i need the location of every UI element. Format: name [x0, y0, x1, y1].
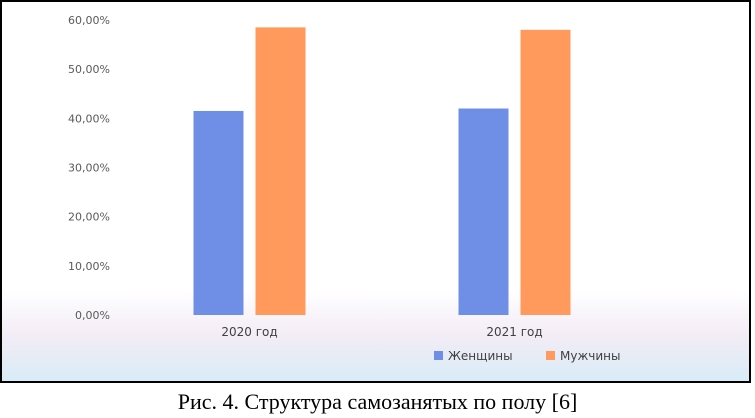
bar-2-1: [255, 27, 306, 315]
y-tick-label: 0,00%: [75, 309, 110, 322]
legend-label-1: Женщины: [448, 349, 513, 363]
y-tick-label: 40,00%: [68, 112, 110, 125]
legend-label-2: Мужчины: [560, 349, 620, 363]
y-tick-label: 10,00%: [68, 260, 110, 273]
bar-1-1: [193, 110, 244, 315]
figure-caption: Рис. 4. Структура самозанятых по полу [6…: [177, 389, 578, 414]
y-tick-label: 30,00%: [68, 162, 110, 175]
y-tick-label: 60,00%: [68, 14, 110, 27]
bar-1-2: [458, 108, 509, 315]
legend-swatch-2: [546, 351, 555, 360]
x-category-label: 2020 год: [221, 325, 277, 339]
bar-2-2: [520, 29, 571, 315]
x-category-label: 2021 год: [486, 325, 542, 339]
y-tick-label: 50,00%: [68, 63, 110, 76]
y-tick-label: 20,00%: [68, 211, 110, 224]
chart-frame: 0,00% 10,00% 20,00% 30,00% 40,00% 50,00% 60,00…: [0, 0, 751, 383]
legend-swatch-1: [434, 351, 443, 360]
bar-chart: 0,00% 10,00% 20,00% 30,00% 40,00% 50,00% 60,00…: [68, 14, 620, 363]
